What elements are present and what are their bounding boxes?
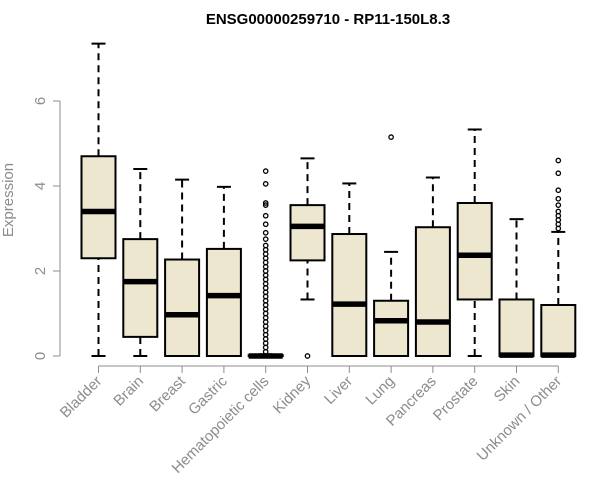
box-iqr (456, 202, 493, 301)
x-tick-label: Skin (491, 373, 524, 406)
box-iqr (331, 233, 368, 357)
x-tick-label: Lung (362, 373, 398, 409)
outlier-point (262, 181, 269, 187)
outlier-point (262, 212, 269, 219)
y-tick-label: 4 (32, 182, 49, 190)
outlier-point (262, 168, 269, 174)
box-group (456, 128, 493, 357)
box-iqr (205, 247, 242, 357)
box-group (289, 157, 326, 359)
outlier-point (555, 157, 562, 164)
outlier-point (555, 195, 562, 202)
outlier-point (388, 134, 394, 140)
box-group (122, 168, 159, 357)
y-tick-label: 2 (32, 267, 49, 275)
outlier-point (262, 242, 269, 249)
box-group (331, 182, 368, 357)
box-group (373, 134, 410, 357)
chart-title: ENSG00000259710 - RP11-150L8.3 (206, 11, 450, 28)
box-group (80, 42, 117, 357)
outlier-point (262, 229, 269, 236)
box-iqr (498, 298, 535, 358)
x-tick-label: Brain (110, 373, 147, 410)
outlier-point (555, 208, 562, 215)
y-axis: 0 2 4 6 (32, 97, 61, 360)
box-iqr (540, 304, 577, 357)
box-iqr (373, 299, 410, 357)
y-tick-label: 6 (32, 97, 49, 105)
box-iqr (80, 155, 117, 260)
x-tick-label: Kidney (270, 372, 315, 417)
box-iqr (289, 204, 326, 262)
box-iqr (122, 238, 159, 338)
outlier-point (262, 236, 269, 242)
x-tick-label: Liver (321, 373, 356, 408)
outlier-point (262, 200, 269, 206)
outlier-point (262, 202, 269, 208)
outlier-point (555, 202, 562, 208)
y-tick-label: 0 (32, 352, 49, 360)
box-group (164, 178, 201, 357)
outlier-point (262, 221, 269, 228)
plot-area (80, 42, 577, 359)
box-group (540, 157, 577, 358)
x-tick-label: Breast (146, 372, 189, 415)
outlier-point (555, 170, 562, 177)
outlier-point (555, 187, 562, 194)
box-iqr (164, 258, 201, 357)
box-iqr (414, 226, 451, 357)
y-axis-label: Expression (0, 163, 17, 237)
box-group (247, 168, 284, 359)
x-tick-label: Bladder (57, 373, 106, 422)
box-group (205, 185, 242, 357)
outlier-point (304, 353, 311, 359)
box-group (498, 218, 535, 358)
box-group (414, 176, 451, 357)
x-tick-label: Prostate (430, 373, 482, 425)
